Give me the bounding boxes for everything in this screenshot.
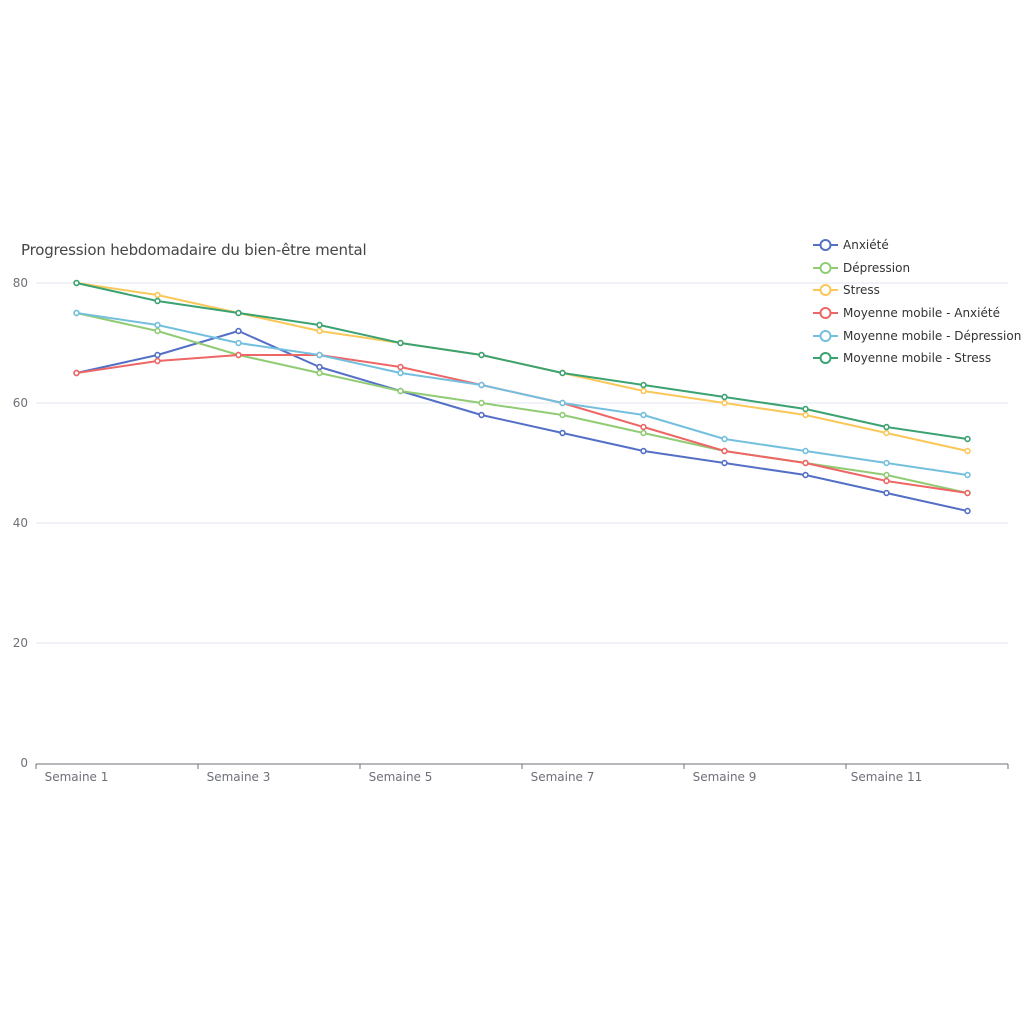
data-point[interactable] xyxy=(964,435,971,443)
data-point[interactable] xyxy=(559,369,566,377)
data-point[interactable] xyxy=(640,447,647,455)
series-line xyxy=(76,330,968,512)
data-point[interactable] xyxy=(883,459,890,467)
data-point[interactable] xyxy=(964,471,971,479)
series-line xyxy=(76,282,968,440)
data-point[interactable] xyxy=(154,321,161,329)
legend: Anxiété Dépression Stress Moyenne mobile - … xyxy=(813,234,1021,370)
x-tick-label: Semaine 9 xyxy=(693,770,757,784)
y-tick-label: 0 xyxy=(20,756,28,770)
y-tick-label: 60 xyxy=(13,396,28,410)
data-point[interactable] xyxy=(397,369,404,377)
legend-item[interactable]: Moyenne mobile - Anxiété xyxy=(813,302,1021,325)
data-point[interactable] xyxy=(235,327,242,335)
data-point[interactable] xyxy=(478,351,485,359)
legend-label: Moyenne mobile - Anxiété xyxy=(843,306,1000,321)
legend-marker-icon xyxy=(813,352,838,365)
x-tick-label: Semaine 7 xyxy=(531,770,595,784)
legend-item[interactable]: Dépression xyxy=(813,257,1021,280)
data-point[interactable] xyxy=(721,435,728,443)
data-point[interactable] xyxy=(154,351,161,359)
data-point[interactable] xyxy=(397,363,404,371)
legend-item[interactable]: Anxiété xyxy=(813,234,1021,257)
data-point[interactable] xyxy=(154,297,161,305)
data-point[interactable] xyxy=(559,429,566,437)
legend-label: Anxiété xyxy=(843,238,889,253)
data-point[interactable] xyxy=(964,507,971,515)
y-tick-label: 40 xyxy=(13,516,28,530)
series-moyenne-mobile-d-pression[interactable] xyxy=(73,309,971,479)
x-tick-label: Semaine 11 xyxy=(851,770,922,784)
data-point[interactable] xyxy=(802,447,809,455)
data-point[interactable] xyxy=(640,429,647,437)
y-tick-label: 80 xyxy=(13,276,28,290)
data-point[interactable] xyxy=(883,489,890,497)
x-tick-label: Semaine 5 xyxy=(369,770,433,784)
data-point[interactable] xyxy=(802,405,809,413)
legend-marker-icon xyxy=(813,329,838,342)
data-point[interactable] xyxy=(73,309,80,317)
legend-marker-icon xyxy=(813,307,838,320)
data-point[interactable] xyxy=(721,393,728,401)
data-point[interactable] xyxy=(316,321,323,329)
data-point[interactable] xyxy=(73,279,80,287)
data-point[interactable] xyxy=(235,351,242,359)
legend-marker-icon xyxy=(813,284,838,297)
data-point[interactable] xyxy=(235,309,242,317)
data-point[interactable] xyxy=(883,429,890,437)
data-point[interactable] xyxy=(640,423,647,431)
data-point[interactable] xyxy=(883,477,890,485)
data-point[interactable] xyxy=(640,381,647,389)
data-point[interactable] xyxy=(559,399,566,407)
data-point[interactable] xyxy=(721,447,728,455)
legend-marker-icon xyxy=(813,239,838,252)
data-point[interactable] xyxy=(478,381,485,389)
legend-label: Moyenne mobile - Stress xyxy=(843,351,992,366)
series-lines xyxy=(73,279,971,515)
legend-item[interactable]: Moyenne mobile - Dépression xyxy=(813,324,1021,347)
data-point[interactable] xyxy=(478,399,485,407)
chart-title: Progression hebdomadaire du bien-être me… xyxy=(21,241,367,259)
data-point[interactable] xyxy=(640,387,647,395)
data-point[interactable] xyxy=(883,471,890,479)
data-point[interactable] xyxy=(721,399,728,407)
series-line xyxy=(76,312,968,476)
data-point[interactable] xyxy=(478,411,485,419)
data-point[interactable] xyxy=(640,411,647,419)
data-point[interactable] xyxy=(802,471,809,479)
series-moyenne-mobile-stress[interactable] xyxy=(73,279,971,443)
data-point[interactable] xyxy=(397,387,404,395)
data-point[interactable] xyxy=(964,489,971,497)
data-point[interactable] xyxy=(235,339,242,347)
legend-item[interactable]: Stress xyxy=(813,279,1021,302)
data-point[interactable] xyxy=(73,369,80,377)
legend-item[interactable]: Moyenne mobile - Stress xyxy=(813,347,1021,370)
x-axis: Semaine 1 Semaine 3 Semaine 5 Semaine 7 Sema… xyxy=(35,763,1009,784)
legend-label: Moyenne mobile - Dépression xyxy=(843,328,1022,343)
data-point[interactable] xyxy=(802,411,809,419)
data-point[interactable] xyxy=(154,327,161,335)
data-point[interactable] xyxy=(883,423,890,431)
grid-lines xyxy=(36,282,1008,644)
data-point[interactable] xyxy=(316,363,323,371)
y-axis: 0 20 40 60 80 xyxy=(13,276,28,770)
legend-marker-icon xyxy=(813,261,838,274)
data-point[interactable] xyxy=(802,459,809,467)
x-tick-label: Semaine 3 xyxy=(207,770,271,784)
data-point[interactable] xyxy=(154,357,161,365)
x-tick-label: Semaine 1 xyxy=(45,770,109,784)
data-point[interactable] xyxy=(316,351,323,359)
data-point[interactable] xyxy=(964,447,971,455)
data-point[interactable] xyxy=(721,459,728,467)
y-tick-label: 20 xyxy=(13,636,28,650)
data-point[interactable] xyxy=(316,369,323,377)
data-point[interactable] xyxy=(154,291,161,299)
data-point[interactable] xyxy=(397,339,404,347)
legend-label: Dépression xyxy=(843,260,911,275)
data-point[interactable] xyxy=(559,411,566,419)
data-point[interactable] xyxy=(316,327,323,335)
legend-label: Stress xyxy=(843,283,880,298)
